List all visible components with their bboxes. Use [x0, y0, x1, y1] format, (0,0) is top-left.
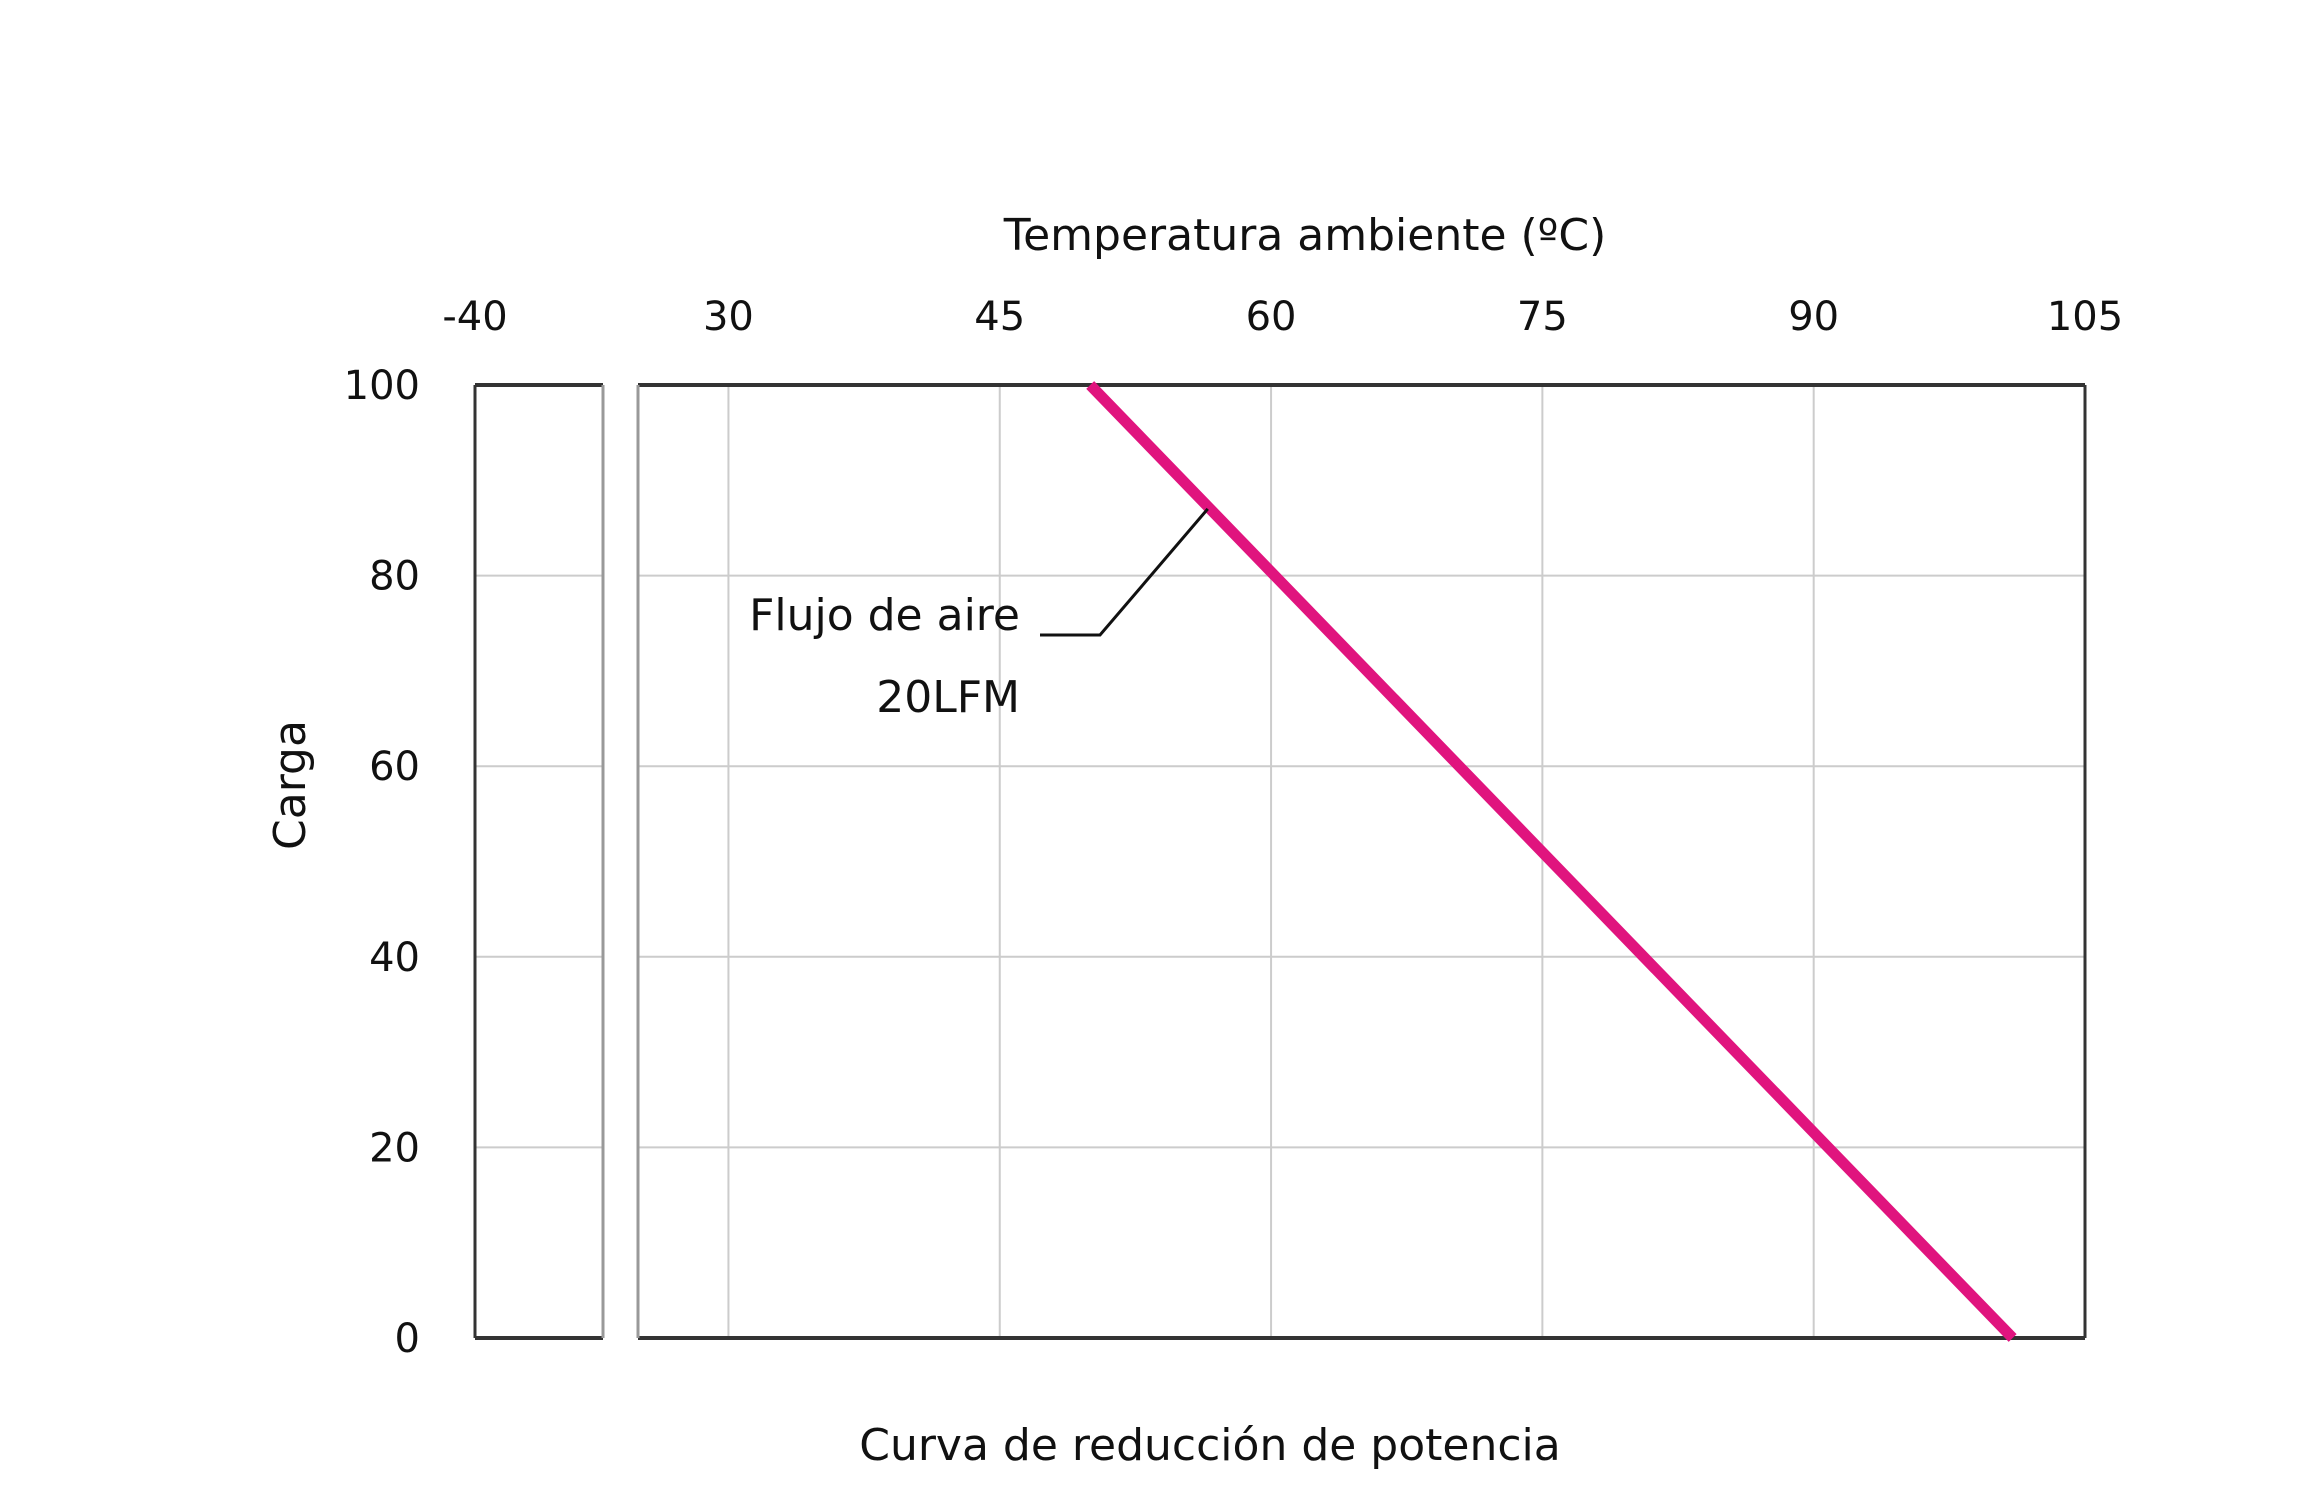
annotation-label-line1: Flujo de aire [749, 590, 1020, 641]
y-tick-label: 80 [369, 554, 420, 600]
y-tick-label: 0 [395, 1316, 420, 1362]
x-tick-label: 90 [1788, 294, 1839, 340]
y-tick-label: 40 [369, 935, 420, 981]
y-axis-title: Carga [265, 720, 316, 850]
annotation-layer: Flujo de aire 20LFM [749, 507, 1209, 723]
plot-frame [473, 383, 2087, 1340]
y-tick-label: 60 [369, 744, 420, 790]
y-tick-label: 100 [344, 363, 420, 409]
y-tick-label: 20 [369, 1125, 420, 1171]
x-tick-label: 105 [2047, 294, 2123, 340]
series-layer [1086, 381, 2017, 1342]
x-axis-title: Temperatura ambiente (ºC) [1003, 210, 1607, 261]
tick-labels: -40 30 45 60 75 90 105 0 20 40 60 80 100 [344, 294, 2124, 1362]
x-tick-label: 75 [1517, 294, 1568, 340]
grid-lines [475, 385, 2085, 1338]
chart-caption: Curva de reducción de potencia [859, 1420, 1561, 1471]
x-tick-label: 30 [703, 294, 754, 340]
x-tick-label: 60 [1246, 294, 1297, 340]
annotation-leader-line [1040, 507, 1209, 637]
annotation-label-line2: 20LFM [876, 672, 1020, 723]
x-tick-label: -40 [442, 294, 507, 340]
series-line [1086, 381, 2017, 1342]
x-tick-label: 45 [974, 294, 1025, 340]
